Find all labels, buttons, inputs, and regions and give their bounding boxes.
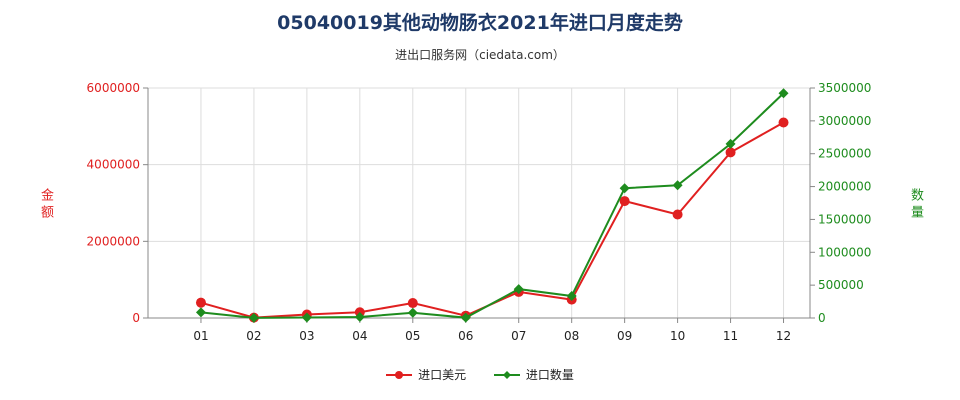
right-tick-label: 500000	[818, 278, 864, 292]
left-tick-label: 2000000	[87, 234, 140, 248]
data-point-usd	[407, 298, 418, 309]
x-tick-label: 03	[299, 329, 314, 343]
data-point-qty	[301, 312, 312, 323]
legend-label-usd: 进口美元	[418, 368, 467, 382]
series-line-qty	[200, 92, 785, 319]
data-point-qty	[248, 312, 259, 323]
x-tick-label: 04	[352, 329, 367, 343]
right-tick-label: 0	[818, 311, 826, 325]
x-tick-label: 11	[723, 329, 738, 343]
right-tick-label: 1500000	[818, 212, 871, 226]
data-point-usd	[725, 147, 736, 158]
data-point-qty	[725, 138, 736, 149]
left-tick-label: 0	[132, 311, 140, 325]
data-point-qty	[354, 312, 365, 323]
chart-subtitle: 进出口服务网（ciedata.com）	[395, 48, 565, 62]
data-point-qty	[513, 284, 524, 295]
legend-item-qty: 进口数量	[493, 366, 574, 383]
data-point-usd	[195, 297, 206, 308]
series-line-usd	[200, 121, 785, 319]
chart-title: 05040019其他动物肠衣2021年进口月度走势	[277, 12, 683, 34]
data-point-usd	[672, 209, 683, 220]
x-tick-label: 06	[458, 329, 473, 343]
data-point-qty	[619, 183, 630, 194]
left-axis-title: 金额	[38, 188, 53, 222]
right-tick-label: 2500000	[818, 147, 871, 161]
x-tick-label: 09	[617, 329, 632, 343]
data-point-qty	[566, 290, 577, 301]
legend-swatch-usd	[386, 370, 413, 379]
data-point-qty	[195, 307, 206, 318]
legend: 进口美元 进口数量	[0, 366, 960, 383]
right-tick-label: 2000000	[818, 180, 871, 194]
x-tick-label: 08	[564, 329, 579, 343]
x-tick-label: 02	[246, 329, 261, 343]
data-point-qty	[460, 312, 471, 323]
data-point-usd	[619, 196, 630, 207]
left-tick-label: 4000000	[87, 158, 140, 172]
legend-label-qty: 进口数量	[525, 368, 574, 382]
x-tick-label: 07	[511, 329, 526, 343]
x-tick-label: 01	[193, 329, 208, 343]
right-tick-label: 3500000	[818, 81, 871, 95]
data-point-qty	[778, 88, 789, 99]
right-tick-label: 3000000	[818, 114, 871, 128]
legend-swatch-qty	[493, 370, 520, 379]
x-tick-label: 10	[670, 329, 685, 343]
right-tick-label: 1000000	[818, 245, 871, 259]
left-tick-label: 6000000	[87, 81, 140, 95]
legend-item-usd: 进口美元	[386, 366, 466, 383]
data-point-usd	[778, 117, 789, 128]
data-point-qty	[407, 307, 418, 318]
right-axis-title: 数量	[908, 188, 923, 222]
x-tick-label: 05	[405, 329, 420, 343]
x-tick-label: 12	[776, 329, 791, 343]
data-point-qty	[672, 180, 683, 191]
